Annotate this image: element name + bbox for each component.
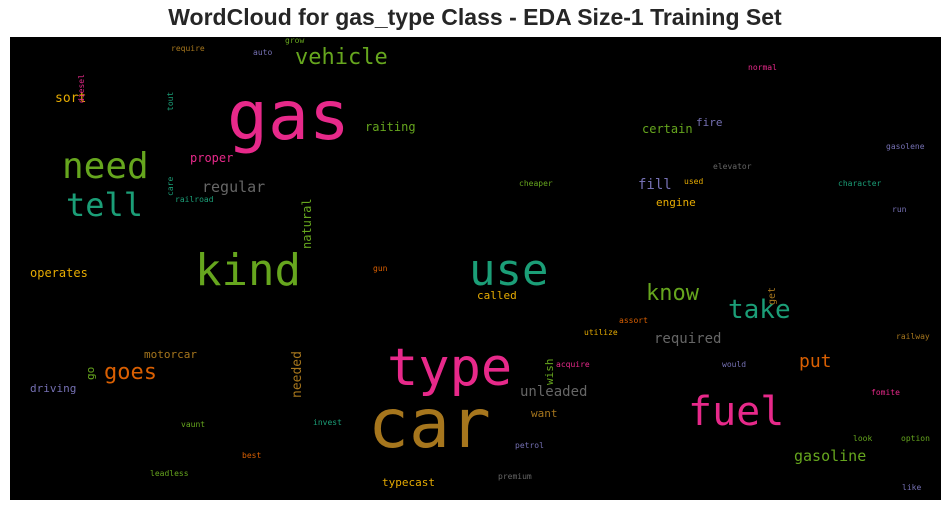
word-unleaded: unleaded: [520, 385, 587, 399]
word-engine: engine: [656, 197, 696, 208]
word-run: run: [892, 206, 906, 214]
word-used: used: [684, 178, 703, 186]
word-like: like: [902, 484, 921, 492]
word-tout: tout: [167, 92, 175, 111]
word-fire: fire: [696, 117, 723, 128]
word-proper: proper: [190, 152, 233, 164]
word-normal: normal: [748, 64, 777, 72]
word-driving: driving: [30, 383, 76, 394]
word-wish: wish: [544, 359, 555, 386]
word-raiting: raiting: [365, 121, 416, 133]
word-elevator: elevator: [713, 163, 752, 171]
word-goes: goes: [104, 362, 157, 384]
word-cheaper: cheaper: [519, 180, 553, 188]
word-leadless: leadless: [150, 470, 189, 478]
word-tell: tell: [66, 189, 143, 221]
word-fuel: fuel: [688, 392, 784, 432]
word-called: called: [477, 290, 517, 301]
word-want: want: [531, 408, 558, 419]
word-assort: assort: [619, 317, 648, 325]
word-gun: gun: [373, 265, 387, 273]
word-vaunt: vaunt: [181, 421, 205, 429]
word-utilize: utilize: [584, 329, 618, 337]
word-type: type: [387, 342, 512, 394]
word-get: get: [768, 287, 778, 305]
word-certain: certain: [642, 123, 693, 135]
word-care: care: [167, 177, 175, 196]
word-use: use: [469, 249, 548, 293]
word-option: option: [901, 435, 930, 443]
word-look: look: [853, 435, 872, 443]
word-kind: kind: [195, 249, 301, 293]
word-fomite: fomite: [871, 389, 900, 397]
word-regular: regular: [202, 180, 265, 195]
word-auto: auto: [253, 49, 272, 57]
word-operates: operates: [30, 267, 88, 279]
word-typecast: typecast: [382, 477, 435, 488]
word-gas: gas: [227, 83, 350, 151]
wordcloud-canvas: gas car type kind use fuel need tell vehicle take…: [10, 37, 941, 500]
word-motorcar: motorcar: [144, 349, 197, 360]
word-know: know: [646, 283, 699, 305]
word-premium: premium: [498, 473, 532, 481]
word-character: character: [838, 180, 881, 188]
word-railway: railway: [896, 333, 930, 341]
word-would: would: [722, 361, 746, 369]
word-required: required: [654, 332, 721, 346]
word-need: need: [62, 149, 149, 185]
word-car: car: [368, 391, 491, 459]
word-needed: needed: [291, 351, 304, 398]
word-grow: grow: [285, 37, 304, 45]
word-diesel: diesel: [78, 74, 86, 103]
chart-title: WordCloud for gas_type Class - EDA Size-…: [0, 4, 950, 31]
word-fill: fill: [638, 178, 672, 192]
word-take: take: [728, 297, 791, 323]
word-gasolene: gasolene: [886, 143, 925, 151]
word-natural: natural: [301, 198, 313, 249]
word-petrol: petrol: [515, 442, 544, 450]
word-invest: invest: [313, 419, 342, 427]
word-railroad: railroad: [175, 196, 214, 204]
word-best: best: [242, 452, 261, 460]
word-require: require: [171, 45, 205, 53]
word-gasoline: gasoline: [794, 449, 866, 464]
word-go: go: [85, 367, 96, 380]
word-acquire: acquire: [556, 361, 590, 369]
word-put: put: [799, 353, 832, 371]
word-vehicle: vehicle: [295, 47, 388, 69]
